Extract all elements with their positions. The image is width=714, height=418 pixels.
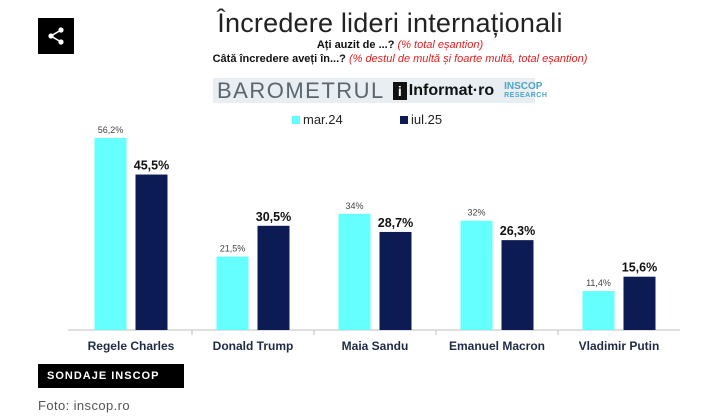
sondaje-inscop-tag[interactable]: SONDAJE INSCOP	[38, 364, 184, 388]
bar-donald-trump-iul25	[257, 225, 290, 330]
informat-logo: i Informat·ro	[392, 81, 495, 100]
bar-vladimir-putin-iul25	[623, 276, 656, 330]
data-label-vladimir-putin-iul25: 15,6%	[622, 261, 657, 275]
inscop-logo: INSCOP RESEARCH	[504, 80, 548, 100]
bar-maia-sandu-iul25	[379, 231, 412, 330]
question-trust-label: Câtă încredere aveți în...?	[212, 53, 346, 65]
tag-notch	[172, 364, 184, 388]
data-label-maia-sandu-iul25: 28,7%	[378, 216, 413, 230]
data-label-donald-trump-iul25: 30,5%	[256, 210, 291, 224]
informat-logo-mark: i	[392, 81, 407, 100]
photo-credit: Foto: inscop.ro	[38, 398, 130, 413]
question-heard-note: (% total eșantion)	[397, 39, 484, 51]
data-label-emanuel-macron-iul25: 26,3%	[500, 224, 535, 238]
data-label-regele-charles-mar24: 56,2%	[98, 125, 124, 135]
bar-donald-trump-mar24	[216, 256, 249, 330]
legend-label-mar24: mar.24	[303, 112, 343, 127]
category-label: Vladimir Putin	[579, 339, 660, 353]
share-icon	[48, 27, 64, 45]
category-label: Maia Sandu	[342, 339, 409, 353]
bar-maia-sandu-mar24	[338, 213, 371, 330]
bar-regele-charles-iul25	[135, 174, 168, 330]
legend-item-mar24: mar.24	[292, 112, 343, 127]
question-trust-note: (% destul de multă și foarte multă, tota…	[348, 53, 588, 65]
informat-logo-text: Informat·ro	[408, 81, 495, 99]
data-label-regele-charles-iul25: 45,5%	[134, 159, 169, 173]
barometrul-logo: BAROMETRUL	[217, 77, 385, 103]
chart-title: Încredere lideri internaționali	[217, 8, 563, 38]
bar-emanuel-macron-iul25	[501, 240, 534, 330]
data-label-emanuel-macron-mar24: 32%	[467, 208, 485, 218]
bar-vladimir-putin-mar24	[582, 291, 615, 330]
data-label-donald-trump-mar24: 21,5%	[220, 244, 246, 254]
question-heard: Ați auzit de ...? (% total eșantion)	[220, 39, 580, 51]
inscop-logo-text: INSCOP	[504, 80, 543, 92]
inscop-logo-subtext: RESEARCH	[504, 91, 548, 99]
data-label-maia-sandu-mar24: 34%	[345, 201, 363, 211]
legend-swatch-mar24	[292, 115, 300, 124]
category-label: Regele Charles	[88, 339, 175, 353]
bar-regele-charles-mar24	[94, 137, 127, 330]
share-button[interactable]	[38, 18, 74, 54]
question-heard-label: Ați auzit de ...?	[316, 39, 395, 51]
bar-emanuel-macron-mar24	[460, 220, 493, 330]
legend-swatch-iul25	[400, 115, 408, 124]
legend-label-iul25: iul.25	[411, 112, 443, 127]
category-label: Emanuel Macron	[449, 339, 545, 353]
data-label-vladimir-putin-mar24: 11,4%	[586, 278, 611, 288]
legend-item-iul25: iul.25	[400, 112, 442, 127]
brand-logos: BAROMETRUL i Informat·ro INSCOP RESEARCH	[213, 77, 547, 103]
category-label: Donald Trump	[213, 339, 294, 353]
question-trust: Câtă încredere aveți în...? (% destul de…	[160, 53, 640, 65]
